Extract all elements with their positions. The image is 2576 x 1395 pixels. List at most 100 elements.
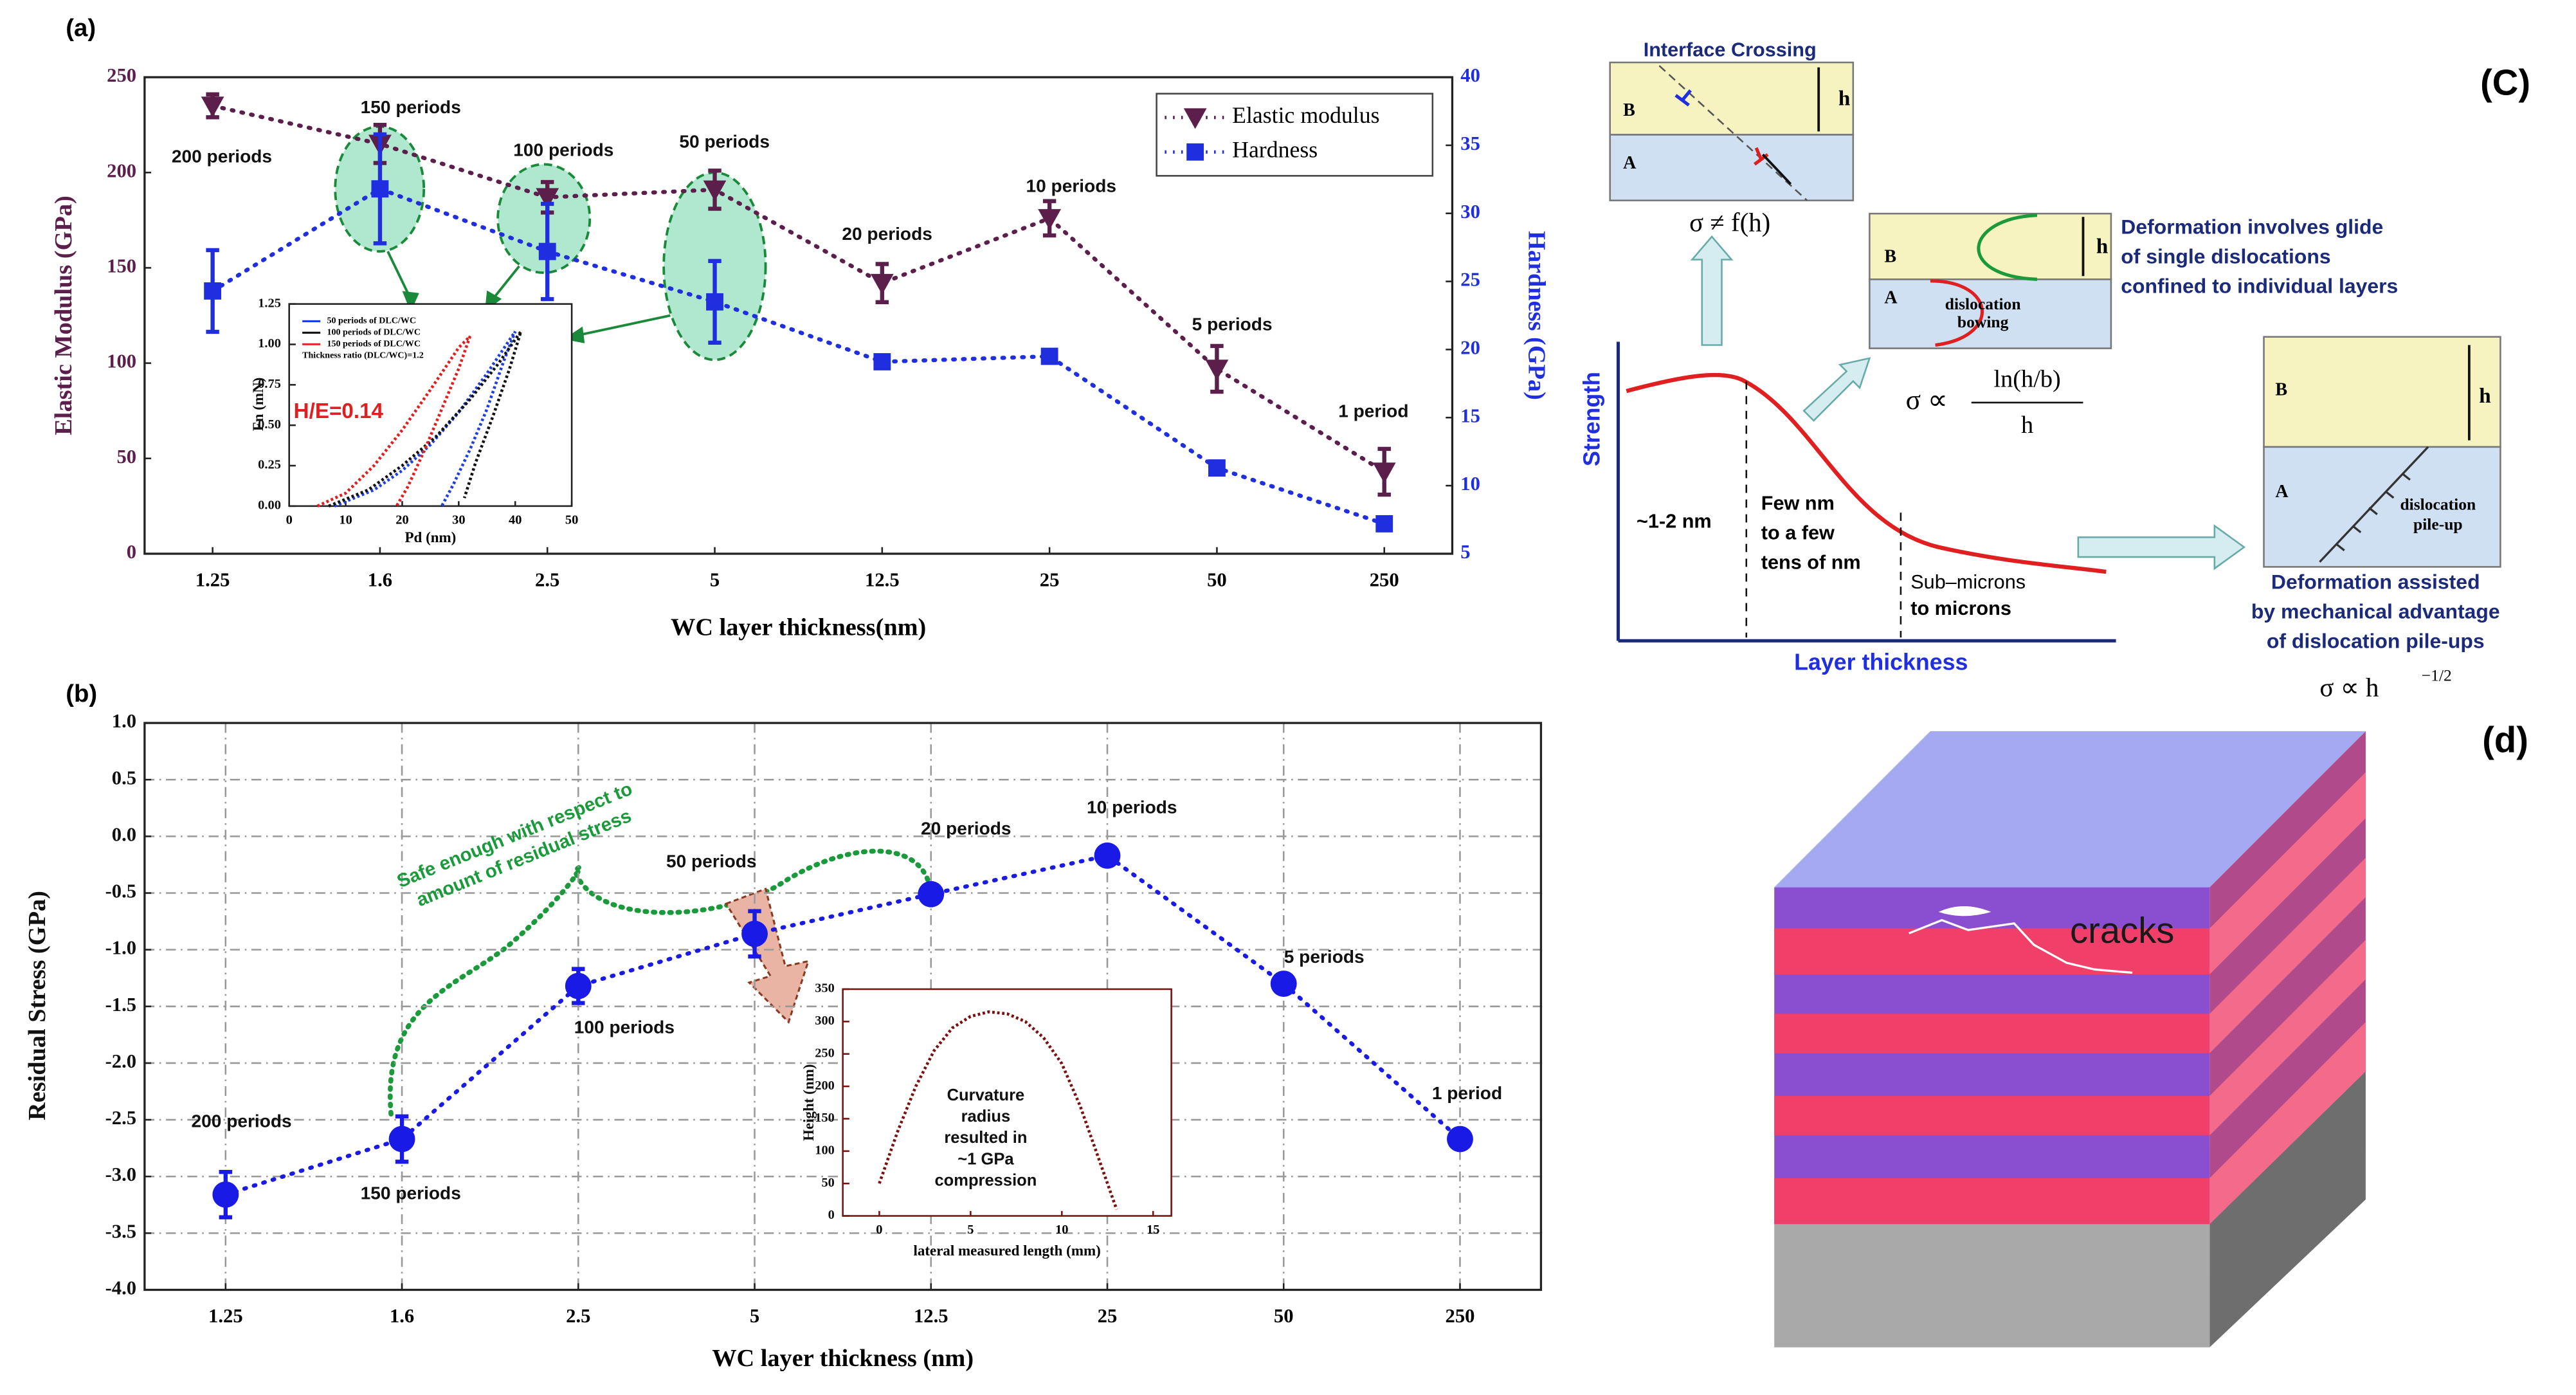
y-tick-label: -4.0 [105, 1277, 137, 1299]
marker [1040, 347, 1058, 365]
glide-text: of single dislocations [2121, 245, 2330, 268]
x-tick-label: 5 [750, 1305, 759, 1327]
sigma-exponent: −1/2 [2422, 666, 2452, 684]
pileup-label: dislocation [2400, 495, 2476, 514]
region-label: ~1-2 nm [1637, 511, 1712, 533]
y-tick-label: 1.00 [258, 336, 281, 351]
y2-tick-label: 25 [1460, 269, 1480, 291]
x-tick-label: 1.25 [195, 569, 230, 590]
region-label: Few nm [1761, 492, 1835, 514]
x-tick-label: 10 [1055, 1223, 1068, 1237]
marker [388, 1126, 415, 1153]
arrow-head [402, 291, 419, 313]
annotation: 100 periods [574, 1017, 675, 1037]
x-tick-label: 12.5 [865, 569, 900, 590]
y-tick-label: 0.0 [112, 823, 136, 845]
y-tick-label: -1.0 [105, 937, 137, 959]
legend-label: 150 periods of DLC/WC [327, 338, 421, 349]
h-label: h [2096, 234, 2108, 258]
arrow [1802, 357, 1871, 422]
y-tick-label: 300 [815, 1014, 835, 1028]
y-tick-label: 200 [107, 160, 136, 181]
marker [371, 180, 389, 198]
marker [538, 242, 556, 260]
series-line [223, 853, 1462, 1197]
x-axis-label: WC layer thickness(nm) [671, 614, 926, 641]
y-tick-label: 100 [815, 1143, 835, 1157]
panel-label: (b) [66, 680, 97, 707]
x-tick-label: 2.5 [535, 569, 559, 590]
substrate-side [2209, 1071, 2366, 1347]
x-tick-label: 20 [395, 513, 408, 527]
y-tick-label: 1.0 [112, 710, 136, 732]
marker [1208, 459, 1226, 477]
sigma-pileup: σ ∝ h [2319, 673, 2379, 702]
red-side [2209, 772, 2366, 974]
crack-label: cracks [2070, 910, 2174, 951]
layer-b [2263, 336, 2501, 448]
series-line [210, 104, 1386, 474]
marker [565, 972, 592, 999]
annotation: 10 periods [1087, 797, 1177, 817]
x-tick-label: 2.5 [566, 1305, 590, 1327]
layer-a [2263, 446, 2501, 568]
y-tick-label: -0.5 [105, 880, 137, 902]
y-tick-label: 150 [815, 1111, 835, 1125]
crack-path [1909, 918, 2133, 974]
red-layer [1774, 1014, 2210, 1053]
x-tick-label: 0 [876, 1223, 882, 1237]
arrow [2077, 524, 2246, 570]
y-tick-label: 50 [821, 1176, 834, 1190]
layer-label: B [1884, 247, 1896, 267]
glide-text: confined to individual layers [2121, 275, 2398, 298]
panel-label: (d) [2482, 720, 2528, 760]
green-loop [1977, 214, 2038, 281]
y2-tick-label: 15 [1460, 405, 1480, 426]
marker [1375, 515, 1393, 533]
annotation: 150 periods [361, 97, 461, 117]
annotation: H/E=0.14 [294, 399, 384, 423]
annotation: 5 periods [1192, 314, 1273, 334]
inset-arrow [724, 888, 810, 1024]
y2-axis-label: Hardness (GPa) [1523, 231, 1550, 400]
fraction-den: h [2021, 412, 2033, 439]
substrate-front [1774, 1224, 2210, 1347]
marker [212, 1181, 239, 1208]
region-label: tens of nm [1761, 551, 1861, 573]
y-tick-label: 100 [107, 351, 136, 372]
y-axis-label: Fn (mN) [250, 378, 266, 432]
series-line [210, 187, 1386, 526]
legend-note: Thickness ratio (DLC/WC)=1.2 [302, 350, 424, 360]
annotation: 10 periods [1026, 176, 1117, 196]
plot-frame [143, 76, 1454, 555]
y2-tick-label: 10 [1460, 473, 1480, 495]
highlight-ellipses [334, 125, 767, 361]
y-tick-label: 0 [127, 541, 136, 563]
series-line [878, 1010, 1118, 1210]
x-tick-label: 1.6 [368, 569, 392, 590]
bowing-label: dislocation [1945, 295, 2021, 313]
red-loop [1930, 279, 1984, 347]
annotation: resulted in [944, 1129, 1027, 1147]
red-side [2209, 940, 2366, 1136]
region-label: to microns [1910, 597, 2011, 619]
y-tick-label: -3.5 [105, 1220, 137, 1242]
slip-plane [1658, 65, 1808, 201]
annotation: 200 periods [192, 1111, 292, 1131]
legend-label: 50 periods of DLC/WC [327, 316, 416, 326]
y-tick-label: -3.0 [105, 1163, 137, 1185]
x-tick-label: 250 [1446, 1305, 1475, 1327]
fraction-num: ln(h/b) [1994, 366, 2061, 393]
x-axis-label: WC layer thickness (nm) [712, 1345, 974, 1372]
inset-background [842, 989, 1172, 1216]
annotation: 50 periods [666, 852, 757, 871]
x-tick-label: 12.5 [914, 1305, 948, 1327]
red-layer [1774, 928, 2210, 974]
layer-label: A [1884, 287, 1898, 307]
strength-curve [1626, 372, 2107, 574]
marker [1094, 842, 1121, 869]
assisted-text: by mechanical advantage [2251, 599, 2500, 623]
x-tick-label: 50 [1274, 1305, 1294, 1327]
layer-b [1869, 212, 2112, 280]
arrow [386, 251, 412, 300]
